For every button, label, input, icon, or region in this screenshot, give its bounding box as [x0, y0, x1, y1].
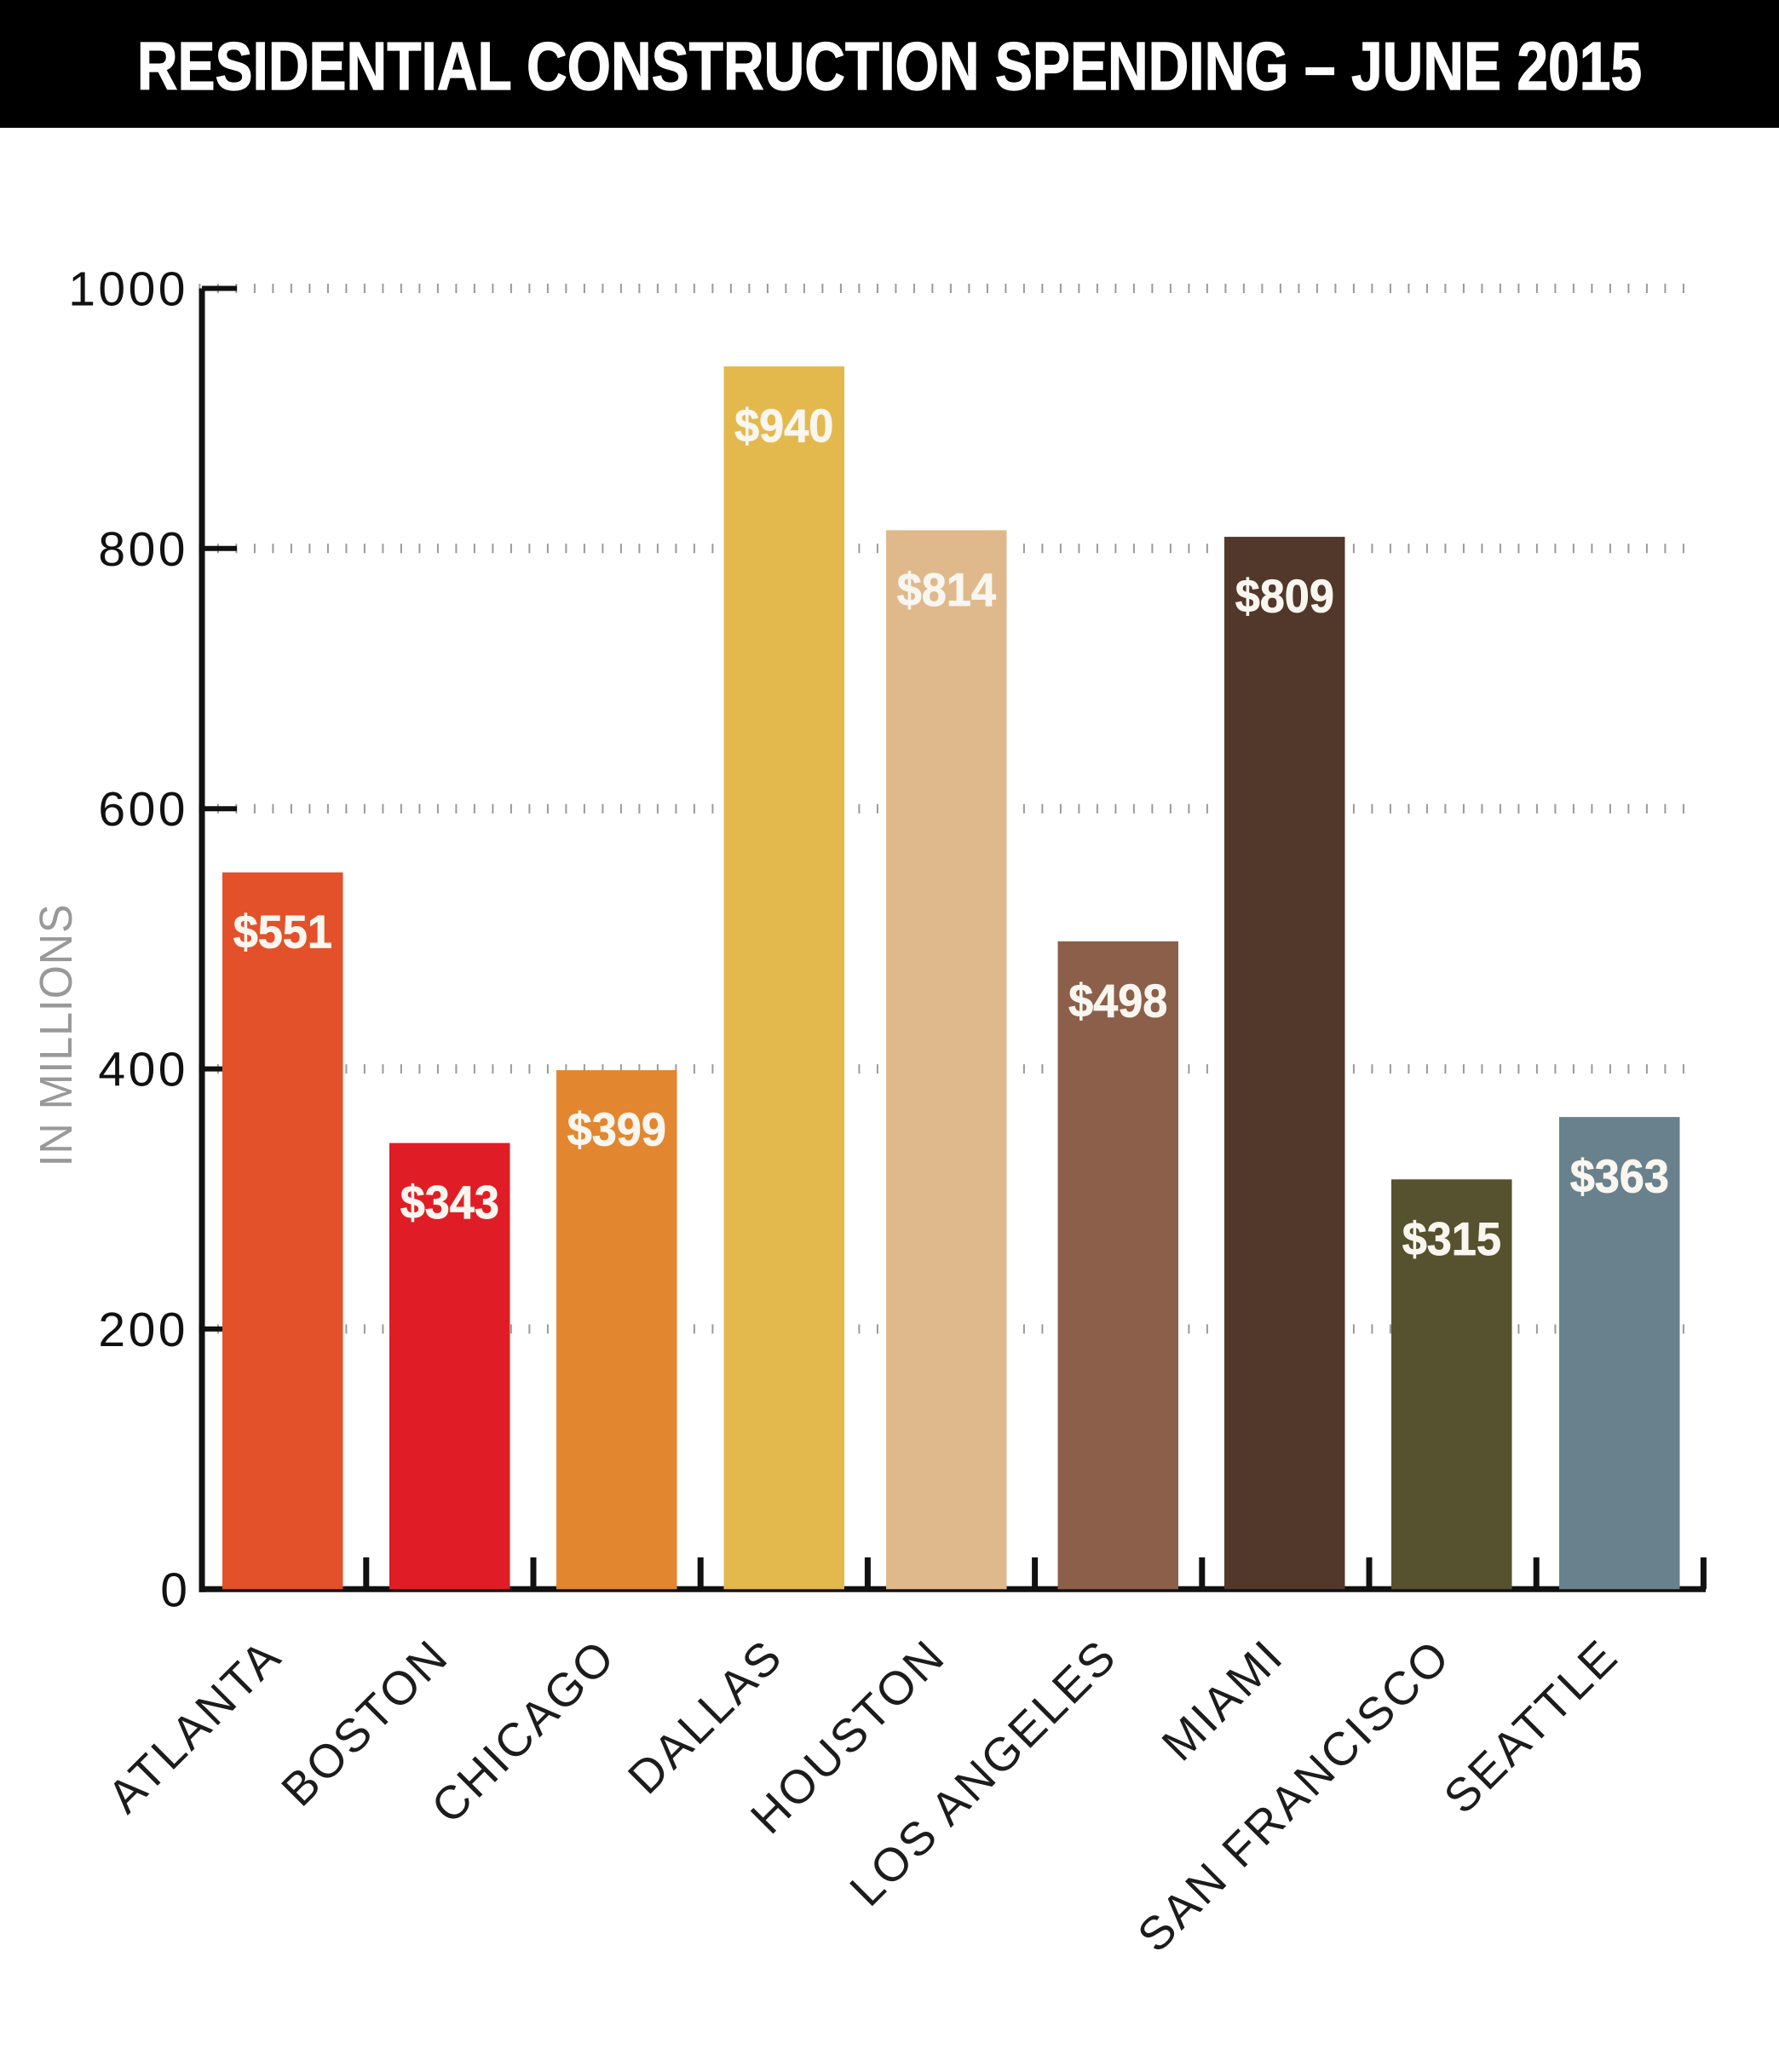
svg-text:$940: $940: [734, 400, 833, 452]
svg-text:800: 800: [98, 522, 188, 577]
svg-text:400: 400: [98, 1043, 188, 1097]
svg-text:$809: $809: [1235, 570, 1334, 623]
svg-text:$814: $814: [897, 564, 996, 617]
svg-text:$498: $498: [1068, 975, 1167, 1027]
svg-text:$551: $551: [233, 906, 332, 958]
svg-text:$399: $399: [567, 1103, 666, 1156]
svg-text:IN MILLIONS: IN MILLIONS: [31, 904, 82, 1167]
svg-text:$343: $343: [400, 1177, 499, 1229]
svg-text:600: 600: [98, 782, 188, 837]
svg-text:$363: $363: [1570, 1150, 1669, 1203]
svg-text:1000: 1000: [68, 262, 188, 317]
svg-text:200: 200: [98, 1303, 188, 1357]
svg-text:RESIDENTIAL CONSTRUCTION SPEND: RESIDENTIAL CONSTRUCTION SPENDING – JUNE…: [137, 28, 1642, 104]
svg-text:0: 0: [160, 1563, 187, 1617]
svg-text:$315: $315: [1402, 1213, 1501, 1266]
